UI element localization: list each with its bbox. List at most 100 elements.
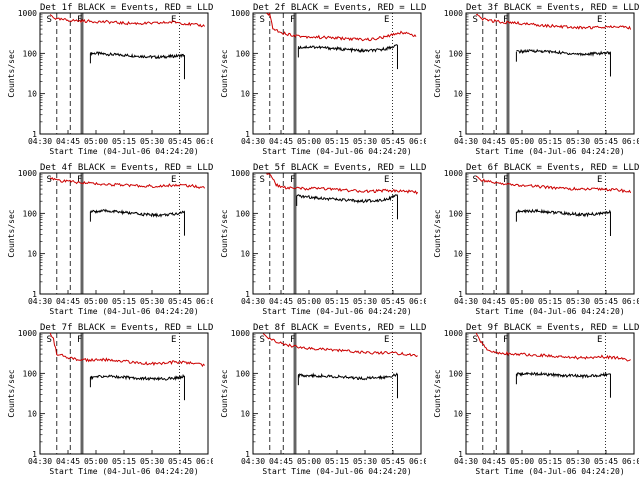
events-series-line bbox=[89, 373, 185, 382]
x-tick-label: 05:15 bbox=[325, 457, 349, 466]
x-tick-label: 04:30 bbox=[454, 297, 478, 306]
x-tick-label: 05:15 bbox=[112, 457, 136, 466]
chart-svg: Det 8f BLACK = Events, RED = LLD 1 10 100 10… bbox=[220, 323, 426, 476]
marker-label-f: F bbox=[77, 175, 82, 185]
chart-svg: Det 2f BLACK = Events, RED = LLD 1 10 100 10… bbox=[220, 3, 426, 156]
x-tick-label: 06:00 bbox=[196, 137, 213, 146]
x-tick-label: 05:15 bbox=[538, 137, 562, 146]
y-axis-label: Counts/sec bbox=[433, 49, 442, 97]
marker-label-e: E bbox=[384, 335, 389, 345]
x-axis-label: Start Time (04-Jul-06 04:24:20) bbox=[262, 307, 411, 316]
marker-label-f: F bbox=[503, 335, 508, 345]
x-tick-label: 05:45 bbox=[381, 297, 405, 306]
events-series-line bbox=[516, 48, 611, 57]
x-tick-label: 05:45 bbox=[168, 297, 192, 306]
x-tick-label: 05:00 bbox=[297, 457, 321, 466]
chart-svg: Det 7f BLACK = Events, RED = LLD 1 10 100 10… bbox=[7, 323, 213, 476]
marker-label-e: E bbox=[171, 15, 176, 25]
events-series-line bbox=[89, 208, 185, 218]
y-tick-label: 1000 bbox=[444, 329, 463, 338]
x-tick-label: 05:15 bbox=[112, 297, 136, 306]
chart-title: Det 7f BLACK = Events, RED = LLD bbox=[40, 323, 213, 333]
x-tick-label: 05:00 bbox=[297, 297, 321, 306]
x-tick-label: 05:30 bbox=[353, 297, 377, 306]
plot-frame bbox=[39, 172, 209, 295]
y-axis-label: Counts/sec bbox=[433, 369, 442, 417]
x-tick-label: 05:00 bbox=[84, 297, 108, 306]
lld-series-line bbox=[475, 13, 632, 30]
y-axis-label: Counts/sec bbox=[7, 209, 16, 257]
lld-series-line bbox=[49, 14, 206, 28]
x-axis-label: Start Time (04-Jul-06 04:24:20) bbox=[475, 307, 624, 316]
lld-series-line bbox=[266, 12, 417, 42]
chart-title: Det 6f BLACK = Events, RED = LLD bbox=[466, 163, 639, 173]
x-tick-label: 05:45 bbox=[168, 137, 192, 146]
x-tick-label: 05:15 bbox=[538, 297, 562, 306]
y-tick-label: 1 bbox=[458, 450, 463, 459]
y-tick-label: 10 bbox=[453, 90, 463, 99]
x-tick-label: 06:00 bbox=[409, 457, 426, 466]
x-tick-label: 04:45 bbox=[269, 137, 293, 146]
y-tick-label: 10 bbox=[240, 90, 250, 99]
detector-panel-7: Det 7f BLACK = Events, RED = LLD 1 10 100 10… bbox=[0, 320, 213, 480]
y-tick-label: 1000 bbox=[18, 329, 37, 338]
marker-label-e: E bbox=[171, 335, 176, 345]
x-tick-label: 06:00 bbox=[196, 457, 213, 466]
events-series-line bbox=[297, 372, 398, 381]
marker-label-s: S bbox=[259, 15, 264, 25]
marker-label-s: S bbox=[259, 175, 264, 185]
y-tick-label: 100 bbox=[236, 49, 251, 58]
lld-series-line bbox=[49, 177, 206, 190]
x-tick-label: 05:45 bbox=[381, 457, 405, 466]
y-tick-label: 10 bbox=[453, 250, 463, 259]
y-tick-label: 1000 bbox=[444, 9, 463, 18]
x-tick-label: 06:00 bbox=[622, 297, 639, 306]
events-series-line bbox=[515, 371, 611, 380]
lld-series-line bbox=[475, 175, 632, 194]
x-tick-label: 05:30 bbox=[353, 457, 377, 466]
chart-title: Det 1f BLACK = Events, RED = LLD bbox=[40, 3, 213, 13]
plot-frame bbox=[465, 12, 635, 135]
y-tick-label: 1 bbox=[458, 130, 463, 139]
x-tick-label: 04:45 bbox=[482, 457, 506, 466]
y-tick-label: 1 bbox=[245, 450, 250, 459]
y-tick-label: 1000 bbox=[444, 169, 463, 178]
x-tick-label: 05:00 bbox=[510, 137, 534, 146]
x-tick-label: 04:45 bbox=[482, 137, 506, 146]
x-tick-label: 04:45 bbox=[269, 297, 293, 306]
y-tick-label: 10 bbox=[27, 250, 37, 259]
marker-label-s: S bbox=[472, 175, 477, 185]
y-axis-label: Counts/sec bbox=[220, 209, 229, 257]
chart-svg: Det 6f BLACK = Events, RED = LLD 1 10 100 10… bbox=[433, 163, 639, 316]
x-axis-label: Start Time (04-Jul-06 04:24:20) bbox=[475, 467, 624, 476]
x-axis-label: Start Time (04-Jul-06 04:24:20) bbox=[49, 307, 198, 316]
marker-label-s: S bbox=[472, 335, 477, 345]
detector-panel-9: Det 9f BLACK = Events, RED = LLD 1 10 100 10… bbox=[426, 320, 639, 480]
x-tick-label: 05:45 bbox=[168, 457, 192, 466]
marker-label-s: S bbox=[46, 15, 51, 25]
x-tick-label: 04:45 bbox=[56, 297, 80, 306]
x-tick-label: 04:45 bbox=[56, 137, 80, 146]
detector-panel-5: Det 5f BLACK = Events, RED = LLD 1 10 100 10… bbox=[213, 160, 426, 320]
x-tick-label: 05:30 bbox=[566, 297, 590, 306]
x-tick-label: 04:45 bbox=[56, 457, 80, 466]
lld-series-line bbox=[266, 173, 419, 195]
x-tick-label: 05:45 bbox=[594, 297, 618, 306]
x-tick-label: 06:00 bbox=[409, 297, 426, 306]
y-tick-label: 1 bbox=[32, 130, 37, 139]
y-axis-label: Counts/sec bbox=[7, 369, 16, 417]
y-axis-label: Counts/sec bbox=[7, 49, 16, 97]
x-tick-label: 05:45 bbox=[594, 137, 618, 146]
lld-series-line bbox=[49, 332, 205, 368]
chart-svg: Det 1f BLACK = Events, RED = LLD 1 10 100 10… bbox=[7, 3, 213, 156]
marker-label-s: S bbox=[472, 15, 477, 25]
y-tick-label: 1000 bbox=[18, 9, 37, 18]
detector-panel-3: Det 3f BLACK = Events, RED = LLD 1 10 100 10… bbox=[426, 0, 639, 160]
y-tick-label: 100 bbox=[236, 369, 251, 378]
events-series-line bbox=[516, 208, 611, 218]
events-series-line bbox=[296, 194, 398, 204]
marker-label-e: E bbox=[384, 175, 389, 185]
chart-title: Det 8f BLACK = Events, RED = LLD bbox=[253, 323, 426, 333]
plot-frame bbox=[252, 332, 422, 455]
y-tick-label: 10 bbox=[240, 410, 250, 419]
